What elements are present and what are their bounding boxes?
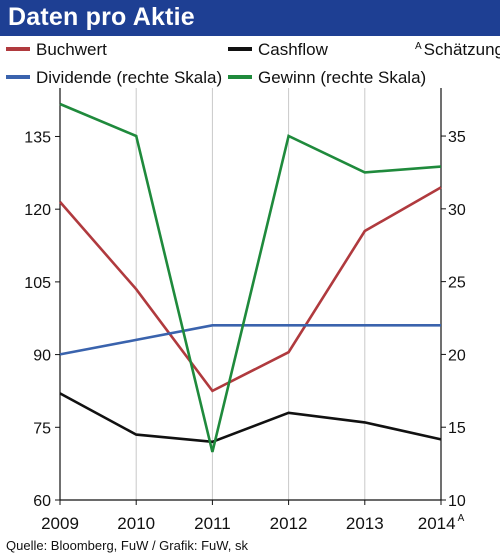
x-tick-label-2010: 2010 xyxy=(117,514,155,533)
x-tick-label-2011: 2011 xyxy=(194,514,231,533)
estimate-note-marker: A xyxy=(415,41,422,52)
left-tick-label: 90 xyxy=(33,348,51,365)
legend-label-4: Gewinn (rechte Skala) xyxy=(258,68,426,87)
right-tick-label: 25 xyxy=(448,275,466,292)
left-tick-label: 75 xyxy=(33,420,51,437)
chart-title: Daten pro Aktie xyxy=(8,3,195,31)
right-tick-label: 20 xyxy=(448,347,466,364)
right-tick-label: 15 xyxy=(448,420,466,437)
x-tick-year: 2010 xyxy=(117,514,155,533)
left-tick-label: 105 xyxy=(24,275,51,292)
x-tick-year: 2011 xyxy=(194,514,231,533)
title-bar: Daten pro Aktie xyxy=(0,0,500,36)
legend-label-2: Cashflow xyxy=(258,40,329,59)
series-line-3 xyxy=(59,323,441,356)
series-lines xyxy=(59,102,442,453)
right-tick-label: 10 xyxy=(448,493,466,510)
estimate-note-text: Schätzung xyxy=(424,40,500,59)
legend: Buchwert Cashflow Dividende (rechte Skala)… xyxy=(6,40,500,87)
axes xyxy=(59,88,442,501)
x-tick-label-2009: 2009 xyxy=(41,514,79,533)
tick-labels: 60 75 90 105 120 135 10 15 20 25 30 35 2009 2010 2011 2… xyxy=(24,129,466,533)
grid xyxy=(135,88,366,500)
left-tick-label: 135 xyxy=(24,129,51,146)
x-tick-estimate-marker: A xyxy=(458,513,465,524)
x-tick-year: 2012 xyxy=(270,514,308,533)
series-line-4 xyxy=(59,102,442,453)
x-tick-label-2012: 2012 xyxy=(270,514,308,533)
x-tick-label-2014: 2014 A xyxy=(418,513,465,533)
series-line-1 xyxy=(59,186,442,393)
source-note: Quelle: Bloomberg, FuW / Grafik: FuW, sk xyxy=(6,538,249,553)
x-tick-year: 2009 xyxy=(41,514,79,533)
legend-label-3: Dividende (rechte Skala) xyxy=(36,68,222,87)
legend-label-1: Buchwert xyxy=(36,40,107,59)
left-tick-label: 60 xyxy=(33,493,51,510)
right-tick-label: 30 xyxy=(448,202,466,219)
series-line-2 xyxy=(59,392,442,444)
x-tick-year: 2013 xyxy=(346,514,384,533)
chart-area: Buchwert Cashflow Dividende (rechte Skala)… xyxy=(6,40,500,533)
estimate-note: A Schätzung xyxy=(415,40,500,59)
right-tick-label: 35 xyxy=(448,129,466,146)
left-tick-label: 120 xyxy=(24,202,51,219)
x-tick-year: 2014 xyxy=(418,514,456,533)
x-tick-label-2013: 2013 xyxy=(346,514,384,533)
